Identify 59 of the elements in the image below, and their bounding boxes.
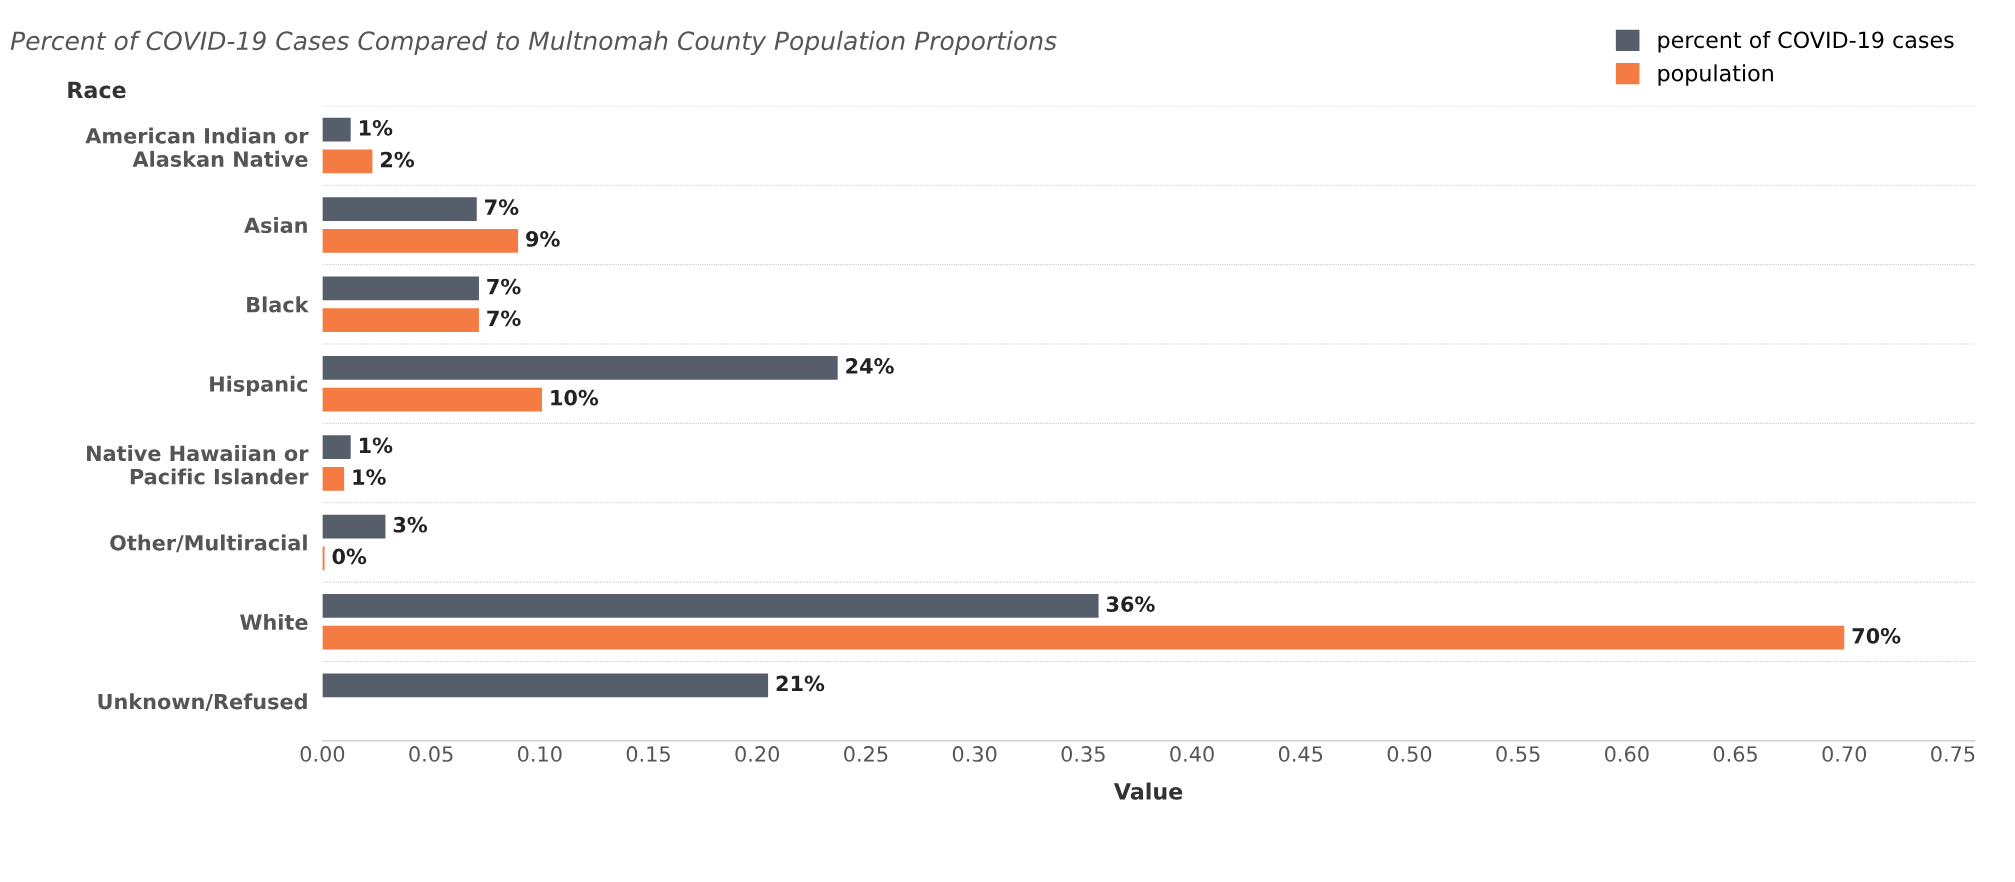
bar [322,117,351,142]
data-label: 24% [846,358,894,374]
bar [322,355,838,380]
x-tick-label: 0.35 [1061,746,1105,762]
y-tick-label: Hispanic [210,375,308,396]
y-tick-label: White [240,613,308,631]
x-tick-label: 0.65 [1713,746,1757,762]
y-tick-label: Unknown/Refused [98,693,307,712]
x-tick-label: 0.75 [1931,746,1975,762]
x-tick-label: 0.25 [844,746,888,762]
x-tick-label: 0.05 [409,746,453,762]
data-label: 1% [353,469,386,485]
bar [322,625,1845,650]
data-label: 7% [485,199,519,216]
bar [322,228,519,253]
bar [322,149,373,174]
data-label: 3% [393,516,428,533]
legend-label: percent of COVID-19 cases [1658,31,1954,53]
y-tick-label: Asian [244,216,307,234]
y-axis-title: Race [68,81,126,99]
data-label: 7% [487,310,521,327]
x-tick-label: 0.15 [626,746,670,762]
x-tick-label: 0.55 [1496,746,1540,762]
data-label: 7% [487,278,521,295]
data-label: 9% [526,231,560,247]
bar [322,514,386,539]
chart-title: Percent of COVID-19 Cases Compared to Multnomah County Population Proportions [10,30,1057,56]
x-tick-label: 0.50 [1387,746,1432,762]
bar [322,673,769,698]
x-tick-label: 0.20 [735,746,780,762]
y-tick-label: Other/Multiracial [110,534,307,553]
data-label: 2% [381,151,415,168]
bar [322,276,479,301]
data-label: 21% [776,675,825,692]
y-tick-label: American Indian or Alaskan Native [85,127,309,167]
x-tick-label: 0.00 [300,746,345,762]
bar [322,546,325,571]
data-label: 10% [551,389,599,406]
bar [322,467,345,491]
data-label: 1% [359,119,393,136]
x-tick-label: 0.70 [1822,746,1867,762]
x-tick-label: 0.40 [1170,746,1214,762]
x-tick-label: 0.10 [517,746,562,762]
bar [322,594,1099,618]
y-tick-label: Black [247,296,309,313]
bar [322,308,479,333]
y-tick-label: Native Hawaiian or Pacific Islander [87,445,309,485]
x-tick-label: 0.45 [1278,746,1323,762]
bar [322,435,351,460]
x-tick-label: 0.60 [1605,746,1649,762]
bar [322,197,477,221]
x-axis-title: Value [1113,782,1183,800]
data-label: 0% [332,548,367,565]
data-label: 70% [1852,627,1901,644]
bar [322,387,542,412]
data-label: 36% [1106,596,1155,612]
legend-label: population [1658,64,1773,86]
x-tick-label: 0.30 [952,746,997,762]
data-label: 1% [359,437,393,454]
